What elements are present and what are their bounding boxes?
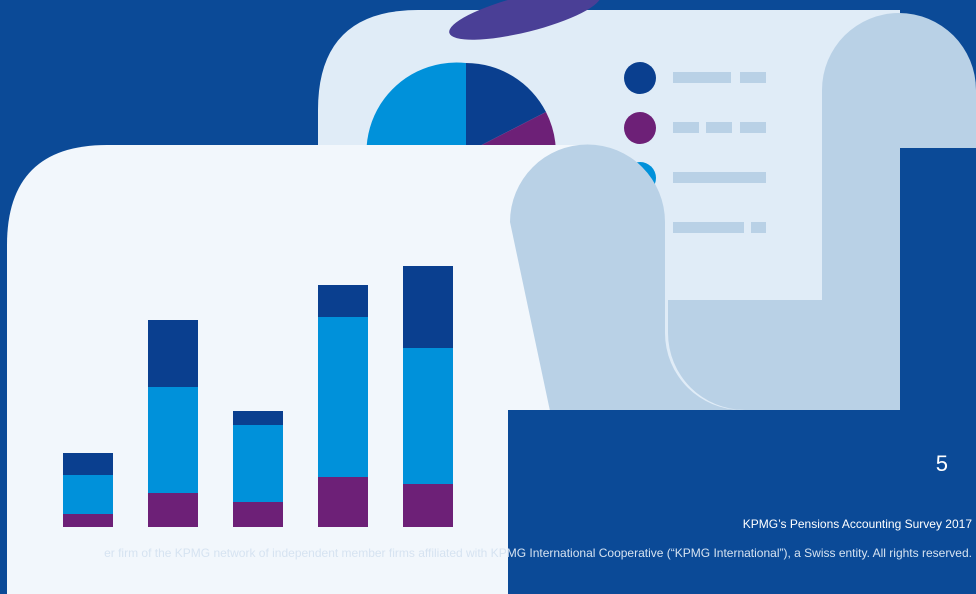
stacked-bars bbox=[63, 266, 453, 527]
copyright: er firm of the KPMG network of independe… bbox=[104, 546, 972, 560]
sheet-curl bbox=[508, 144, 742, 594]
survey-title: KPMG’s Pensions Accounting Survey 2017 bbox=[743, 517, 973, 531]
pie-slice bbox=[466, 63, 546, 153]
background-patch bbox=[508, 410, 598, 594]
legend-dot bbox=[624, 62, 656, 94]
front-sheet bbox=[7, 144, 742, 594]
scroll-curl bbox=[668, 13, 976, 410]
legend-lines bbox=[673, 72, 766, 233]
legend-dot bbox=[624, 112, 656, 144]
pen bbox=[449, 0, 601, 40]
page-number: 5 bbox=[936, 451, 948, 476]
